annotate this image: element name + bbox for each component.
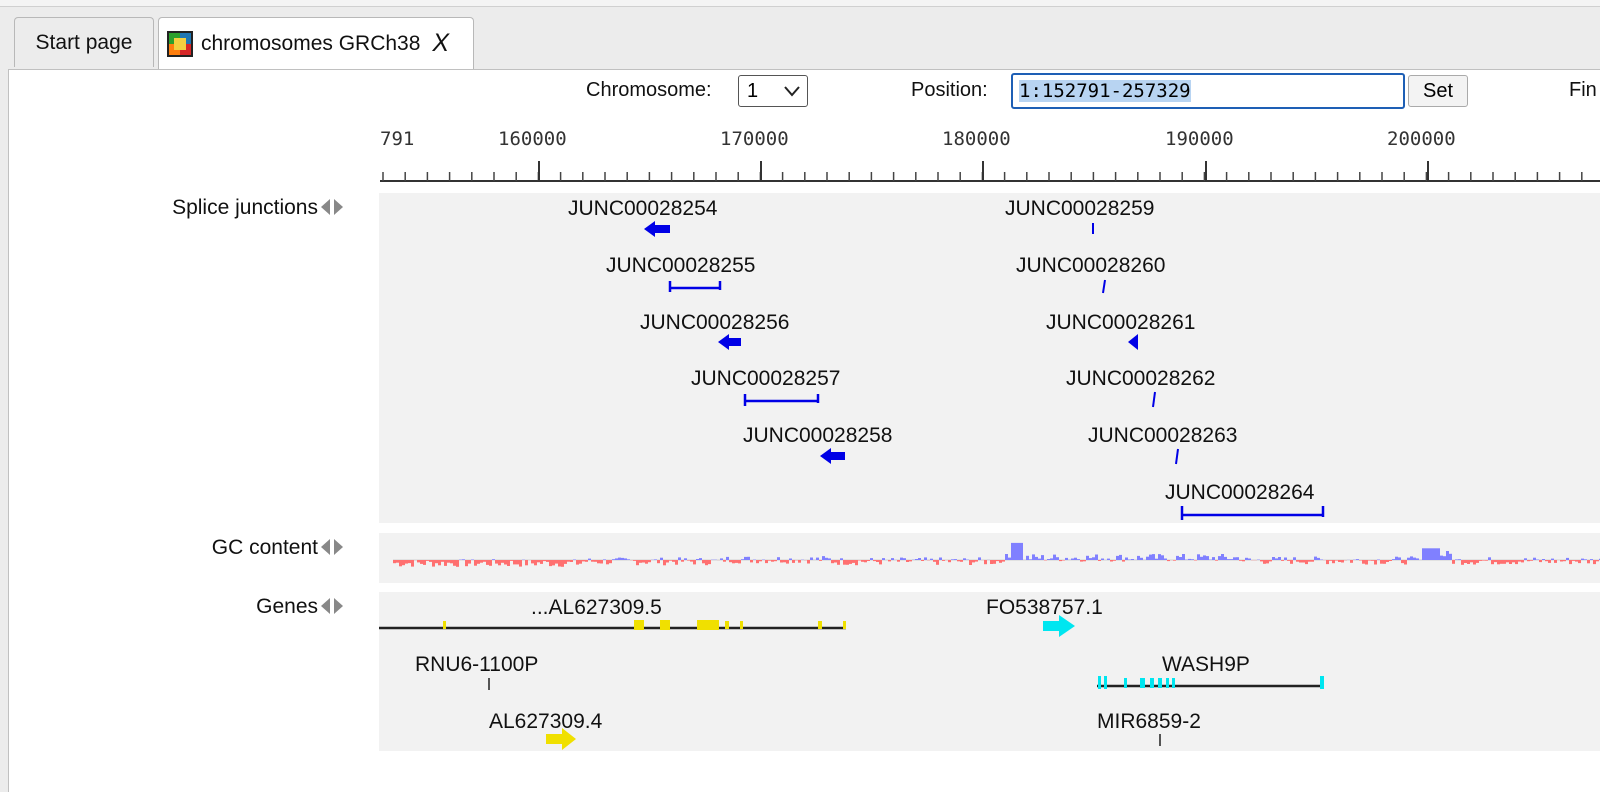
track-label-splice-junctions: Splice junctions: [172, 196, 318, 220]
gene-label: AL627309.4: [489, 710, 603, 733]
ruler-tick-label: 200000: [1387, 128, 1456, 150]
gene-label: RNU6-1100P: [415, 653, 538, 676]
gene-label: FO538757.1: [986, 596, 1103, 619]
junction-label: JUNC00028263: [1088, 424, 1237, 447]
gene-label: MIR6859-2: [1097, 710, 1201, 733]
ruler-tick-label: 180000: [942, 128, 1011, 150]
ruler-tick-label: 160000: [498, 128, 567, 150]
track-label-genes: Genes: [256, 595, 318, 619]
ruler: 791 160000 170000 180000 190000 200000: [380, 128, 1600, 181]
junction-label: JUNC00028262: [1066, 367, 1215, 390]
arrow-left-icon[interactable]: [321, 598, 330, 614]
ruler-tick-label: 791: [380, 128, 414, 150]
junction-label: JUNC00028257: [691, 367, 840, 390]
junction-label: JUNC00028255: [606, 254, 755, 277]
junction-label: JUNC00028261: [1046, 311, 1195, 334]
arrow-right-icon[interactable]: [334, 539, 343, 555]
splice-track-arrows: [321, 199, 343, 215]
gene-label: ...AL627309.5: [531, 596, 662, 619]
junction-label: JUNC00028258: [743, 424, 892, 447]
junction-label: JUNC00028256: [640, 311, 789, 334]
splice-track-title: Splice junctions: [172, 196, 318, 219]
arrow-left-icon[interactable]: [321, 199, 330, 215]
junction-label: JUNC00028254: [568, 197, 718, 220]
junction-label: JUNC00028259: [1005, 197, 1154, 220]
ruler-tick-label: 170000: [720, 128, 789, 150]
ruler-tick-label: 190000: [1165, 128, 1234, 150]
arrow-right-icon[interactable]: [334, 199, 343, 215]
gc-track-title: GC content: [212, 536, 318, 559]
gene-label: WASH9P: [1162, 653, 1250, 676]
junction-label: JUNC00028264: [1165, 481, 1315, 504]
genes-track-title: Genes: [256, 595, 318, 618]
splice-track-bg: [379, 193, 1600, 523]
junction-label: JUNC00028260: [1016, 254, 1165, 277]
arrow-right-icon[interactable]: [334, 598, 343, 614]
genes-track-arrows: [321, 598, 343, 614]
gc-track-arrows: [321, 539, 343, 555]
track-label-gc-content: GC content: [212, 536, 318, 560]
gc-track-bg: [379, 533, 1600, 583]
arrow-left-icon[interactable]: [321, 539, 330, 555]
